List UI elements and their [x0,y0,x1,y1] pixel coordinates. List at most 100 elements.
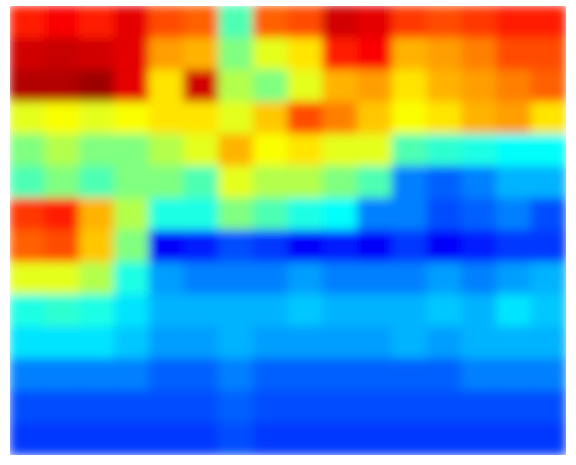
heatmap-cell [79,422,115,455]
heatmap-cell [322,422,358,455]
heatmap-cell [322,326,358,359]
heatmap-cell [10,326,46,359]
heatmap-cell [114,102,150,135]
heatmap-cell [496,166,532,199]
heatmap-cell [531,6,567,39]
heatmap-cell [10,390,46,423]
heatmap-cell [44,262,80,295]
heatmap-cell [149,230,185,263]
heatmap-cell [10,38,46,71]
heatmap-cell [10,6,46,39]
heatmap-cell [392,70,428,103]
heatmap-cell [392,262,428,295]
heatmap-cell [44,422,80,455]
heatmap-cell [288,102,324,135]
heatmap-cell [114,38,150,71]
heatmap-cell [114,262,150,295]
heatmap-cell [253,390,289,423]
heatmap-cell [392,422,428,455]
heatmap-cell [149,422,185,455]
heatmap-cell [357,262,393,295]
heatmap-cell [496,326,532,359]
heatmap-cell [461,262,497,295]
heatmap-area [10,6,567,456]
heatmap-cell [149,70,185,103]
heatmap-cell [427,70,463,103]
heatmap-cell [79,358,115,391]
heatmap-cell [322,6,358,39]
heatmap-cell [218,262,254,295]
heatmap-cell [392,134,428,167]
heatmap-cell [357,422,393,455]
heatmap-cell [288,326,324,359]
heatmap-cell [322,262,358,295]
heatmap-cell [10,422,46,455]
heatmap-cell [79,198,115,231]
heatmap-cell [531,326,567,359]
heatmap-cell [10,70,46,103]
heatmap-cell [461,390,497,423]
heatmap-cell [183,102,219,135]
heatmap-cell [218,198,254,231]
heatmap-cell [496,230,532,263]
heatmap-cell [218,166,254,199]
heatmap-cell [114,134,150,167]
heatmap-cell [427,134,463,167]
heatmap-cell [392,326,428,359]
heatmap-cell [79,230,115,263]
heatmap-cell [10,294,46,327]
heatmap-cell [288,358,324,391]
heatmap-cell [218,422,254,455]
heatmap-cell [183,198,219,231]
heatmap-cell [322,230,358,263]
heatmap-cell [461,134,497,167]
heatmap-cell [392,358,428,391]
heatmap-cell [427,166,463,199]
heatmap-cell [44,390,80,423]
heatmap-cell [427,230,463,263]
heatmap-cell [531,230,567,263]
heatmap-cell [114,198,150,231]
heatmap-cell [531,422,567,455]
heatmap-cell [183,326,219,359]
heatmap-cell [288,262,324,295]
heatmap-cell [357,294,393,327]
heatmap-cell [288,166,324,199]
heatmap-cell [183,134,219,167]
heatmap-cell [288,6,324,39]
heatmap-cell [496,422,532,455]
heatmap-cell [253,294,289,327]
heatmap-cell [79,390,115,423]
heatmap-cell [44,166,80,199]
heatmap-cell [218,358,254,391]
heatmap-cell [288,390,324,423]
heatmap-cell [288,38,324,71]
heatmap-cell [79,294,115,327]
heatmap-cell [253,38,289,71]
heatmap-cell [218,134,254,167]
heatmap-cell [427,358,463,391]
heatmap-cell [531,358,567,391]
heatmap-cell [10,230,46,263]
heatmap-cell [427,262,463,295]
heatmap-cell [44,326,80,359]
heatmap-cell [44,358,80,391]
heatmap-cell [531,262,567,295]
heatmap-cell [183,422,219,455]
heatmap-cell [461,230,497,263]
heatmap-cell [496,198,532,231]
heatmap-cell [357,358,393,391]
heatmap-cell [461,166,497,199]
heatmap-cell [322,198,358,231]
heatmap-cell [183,166,219,199]
heatmap-cell [427,390,463,423]
heatmap-cell [288,70,324,103]
heatmap-cell [79,262,115,295]
heatmap-cell [149,166,185,199]
heatmap-cell [149,358,185,391]
heatmap-cell [461,422,497,455]
heatmap-cell [44,230,80,263]
heatmap [10,6,567,456]
heatmap-cell [114,70,150,103]
heatmap-cell [461,326,497,359]
